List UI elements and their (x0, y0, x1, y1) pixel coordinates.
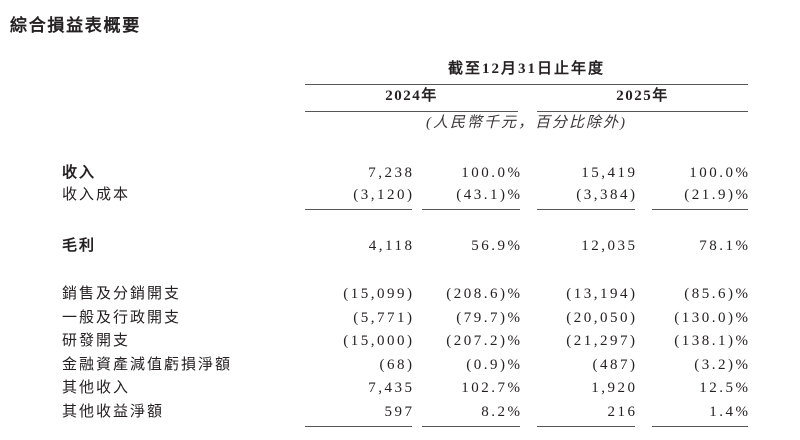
cell-value: (43.1)% (456, 187, 523, 203)
row-selling-distribution-expenses: 銷售及分銷開支 (15,099) (208.6)% (13,194) (85.6… (62, 283, 748, 307)
percent-2025-cell: (138.1)% (652, 330, 748, 354)
page-title: 綜合損益表概要 (10, 16, 141, 35)
row-other-gains-net: 其他收益淨額 597 8.2% 216 1.4% (62, 401, 751, 427)
cell-value: 100.0% (461, 165, 523, 181)
cell-value: 56.9% (471, 238, 523, 254)
percent-2024-cell: (208.6)% (422, 283, 520, 307)
percent-2024-cell: (0.9)% (422, 354, 520, 378)
cell-value: 216 (607, 403, 638, 420)
amount-2025-cell: (21,297) (537, 330, 635, 354)
period-header: 截至12月31日止年度 (305, 58, 748, 85)
cell-value: (208.6)% (446, 286, 523, 302)
percent-2025-cell: 78.1% (652, 235, 748, 257)
cell-value: (487) (592, 356, 638, 373)
row-label: 金融資產減值虧損淨額 (62, 356, 233, 373)
percent-2025-cell: 1.4% (652, 401, 751, 427)
percent-2024-cell: (207.2)% (422, 330, 520, 354)
row-rnd-expenses: 研發開支 (15,000) (207.2)% (21,297) (138.1)% (62, 330, 748, 354)
cell-value: (15,099) (343, 286, 415, 302)
row-gross-profit: 毛利 4,118 56.9% 12,035 78.1% (62, 235, 748, 257)
cell-value: 15,419 (581, 165, 638, 181)
amount-2024-cell: 4,118 (305, 235, 412, 257)
year-2025-header: 2025年 (537, 85, 748, 112)
cell-value: 7,238 (368, 165, 415, 181)
cell-value: (21.9)% (684, 187, 751, 203)
row-label: 其他收入 (62, 380, 131, 396)
percent-2024-cell: (43.1)% (422, 184, 520, 210)
cell-value: (3.2)% (694, 356, 751, 373)
amount-2025-cell: (20,050) (537, 307, 635, 331)
row-label: 收入 (62, 165, 97, 181)
percent-2024-cell: (79.7)% (422, 307, 520, 331)
percent-2024-cell: 102.7% (422, 377, 520, 401)
cell-value: (3,120) (353, 187, 415, 203)
cell-value: (0.9)% (466, 356, 523, 373)
cell-value: (3,384) (576, 187, 638, 203)
cell-value: 7,435 (368, 380, 415, 396)
cell-value: (79.7)% (456, 309, 523, 326)
percent-2025-cell: 12.5% (652, 377, 748, 401)
percent-2025-cell: (3.2)% (652, 354, 748, 378)
percent-2024-cell: 56.9% (422, 235, 520, 257)
row-revenue: 收入 7,238 100.0% 15,419 100.0% (62, 162, 748, 184)
amount-2025-cell: 1,920 (537, 377, 635, 401)
cell-value: 4,118 (368, 238, 415, 254)
cell-value: (85.6)% (684, 286, 751, 302)
amount-2024-cell: 7,238 (305, 162, 412, 184)
percent-2025-cell: (130.0)% (652, 307, 748, 331)
amount-2024-cell: (15,000) (305, 330, 412, 354)
row-label: 毛利 (62, 238, 97, 254)
percent-2024-cell: 8.2% (422, 401, 523, 427)
cell-value: 100.0% (689, 165, 751, 181)
amount-2025-cell: 12,035 (537, 235, 635, 257)
row-other-income: 其他收入 7,435 102.7% 1,920 12.5% (62, 377, 748, 401)
cell-value: 1,920 (591, 380, 638, 396)
cell-value: (15,000) (343, 333, 415, 349)
cell-value: (207.2)% (446, 333, 523, 349)
percent-2025-cell: (21.9)% (652, 184, 748, 210)
percent-2024-cell: 100.0% (422, 162, 520, 184)
cell-value: (68) (379, 356, 415, 373)
unit-note: (人民幣千元，百分比除外) (426, 115, 627, 131)
income-statement-table: 截至12月31日止年度 2024年 2025年 (人民幣千元，百分比除外) 收入… (62, 58, 748, 427)
amount-2024-cell: (3,120) (305, 184, 412, 210)
row-label: 其他收益淨額 (62, 403, 165, 420)
amount-2025-cell: (487) (537, 354, 638, 378)
row-impairment-losses: 金融資產減值虧損淨額 (68) (0.9)% (487) (3.2)% (62, 354, 748, 378)
year-2024-header: 2024年 (305, 85, 518, 112)
percent-2025-cell: (85.6)% (652, 283, 748, 307)
amount-2024-cell: 597 (305, 401, 415, 427)
amount-2024-cell: 7,435 (305, 377, 412, 401)
row-label: 收入成本 (62, 187, 131, 203)
cell-value: (130.0)% (674, 309, 751, 326)
amount-2025-cell: (13,194) (537, 283, 635, 307)
amount-2025-cell: (3,384) (537, 184, 635, 210)
amount-2025-cell: 15,419 (537, 162, 635, 184)
cell-value: 597 (384, 403, 415, 420)
cell-value: (138.1)% (674, 333, 751, 349)
row-general-admin-expenses: 一般及行政開支 (5,771) (79.7)% (20,050) (130.0)… (62, 307, 748, 331)
amount-2024-cell: (68) (305, 354, 415, 378)
year-header-row: 2024年 2025年 (305, 85, 748, 112)
amount-2024-cell: (5,771) (305, 307, 412, 331)
cell-value: (5,771) (353, 309, 415, 326)
row-label: 銷售及分銷開支 (62, 286, 182, 302)
amount-2025-cell: 216 (537, 401, 638, 427)
cell-value: 12.5% (699, 380, 751, 396)
cell-value: 8.2% (481, 403, 523, 420)
cell-value: (21,297) (566, 333, 638, 349)
percent-2025-cell: 100.0% (652, 162, 748, 184)
row-label: 一般及行政開支 (62, 309, 182, 326)
row-label: 研發開支 (62, 333, 131, 349)
amount-2024-cell: (15,099) (305, 283, 412, 307)
cell-value: (20,050) (566, 309, 638, 326)
cell-value: 102.7% (461, 380, 523, 396)
row-cost-of-revenue: 收入成本 (3,120) (43.1)% (3,384) (21.9)% (62, 184, 748, 210)
cell-value: (13,194) (566, 286, 638, 302)
cell-value: 12,035 (581, 238, 638, 254)
cell-value: 78.1% (699, 238, 751, 254)
cell-value: 1.4% (709, 403, 751, 420)
